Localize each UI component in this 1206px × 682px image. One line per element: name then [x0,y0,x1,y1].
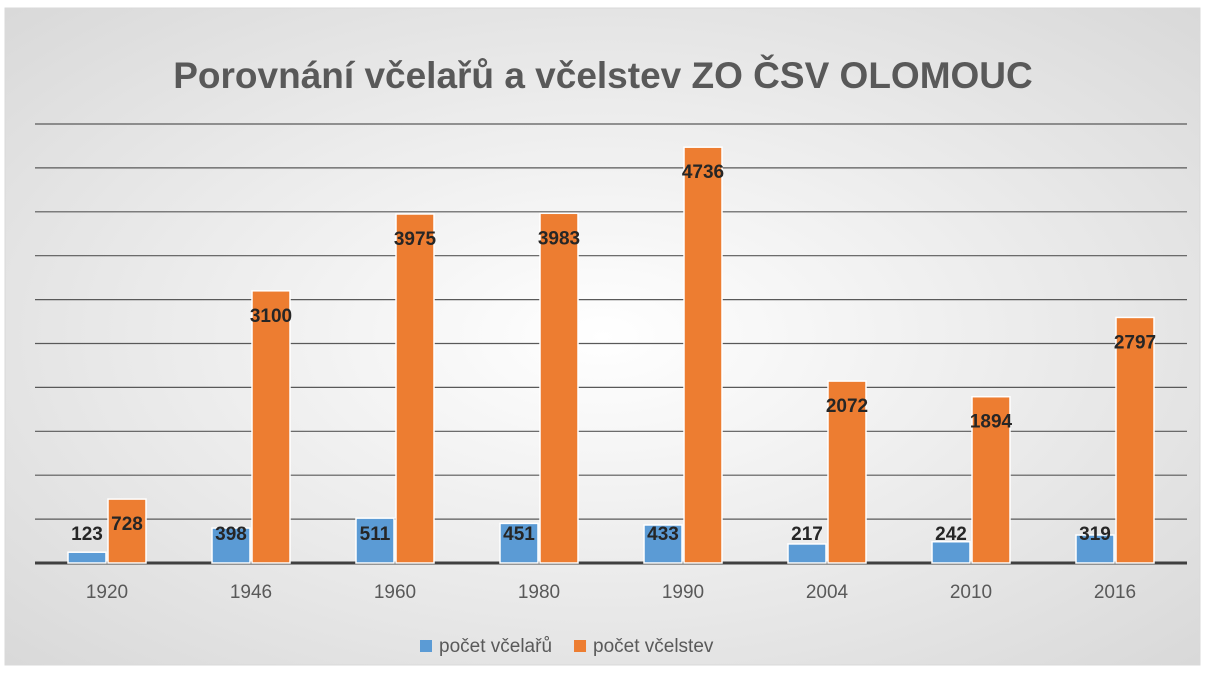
x-tick-label: 2016 [1094,582,1136,603]
bar [931,541,971,564]
data-label: 451 [503,524,535,545]
bar [683,146,723,564]
bar [251,290,291,564]
data-label: 242 [935,524,967,545]
bar [643,524,683,564]
data-label: 319 [1079,524,1111,545]
data-label: 123 [71,524,103,545]
bar [787,543,827,564]
bar [211,527,251,564]
bar [1075,534,1115,564]
legend-label: počet včelstev [593,636,714,657]
x-tick-label: 1920 [86,582,128,603]
data-label: 511 [360,524,391,545]
data-label: 728 [111,514,143,535]
data-label: 1894 [970,412,1013,433]
chart-area [4,7,1201,666]
x-tick-label: 1980 [518,582,560,603]
data-label: 2072 [826,396,868,417]
bar [499,522,539,564]
x-tick-label: 2004 [806,582,849,603]
bar [395,213,435,564]
bar [827,380,867,564]
data-label: 3100 [250,306,292,327]
bar [539,212,579,564]
legend-swatch [574,640,587,652]
data-label: 4736 [682,162,724,183]
data-label: 398 [215,524,247,545]
data-label: 2797 [1114,332,1156,353]
bar [355,517,395,564]
bar [1115,316,1155,564]
legend-label: počet včelařů [439,636,552,657]
x-tick-label: 1946 [230,582,272,603]
data-label: 217 [791,524,823,545]
data-label: 3975 [394,229,437,250]
x-tick-label: 1960 [374,582,416,603]
data-label: 3983 [538,228,580,249]
chart-title: Porovnání včelařů a včelstev ZO ČSV OLOM… [173,54,1033,96]
legend-swatch [420,640,432,652]
bar [971,395,1011,564]
bar [107,498,147,564]
x-tick-label: 2010 [950,582,992,603]
x-tick-label: 1990 [662,582,704,603]
bar [67,551,107,564]
data-label: 433 [647,524,679,545]
